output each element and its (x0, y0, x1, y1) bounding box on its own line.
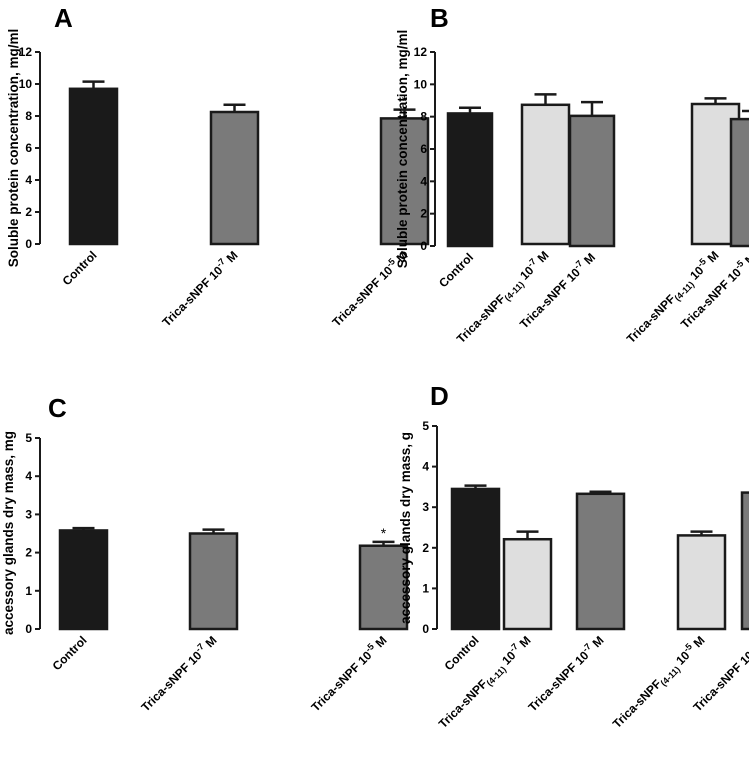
bar (676, 534, 727, 631)
panel-a: A Soluble protein concentration, mg/ml 0… (6, 3, 741, 346)
y-tick-label: 8 (420, 110, 427, 124)
y-tick-label: 0 (420, 239, 427, 253)
bar (446, 112, 494, 248)
bar (358, 544, 409, 631)
x-tick-label: Trica-sNPF 10-7 M (158, 247, 241, 330)
y-tick-label: 12 (19, 45, 33, 59)
bar (379, 117, 430, 246)
y-tick-label: 1 (25, 584, 32, 598)
x-tick-label: Trica-sNPF 10-5 M (307, 632, 390, 715)
bar (729, 117, 749, 248)
y-tick-label: 4 (25, 173, 32, 187)
panel-letter: A (54, 3, 73, 33)
y-tick-label: 4 (420, 174, 427, 188)
y-tick-label: 12 (414, 45, 428, 59)
bar (188, 532, 239, 631)
y-tick-label: 5 (25, 431, 32, 445)
x-tick-label: Trica-sNPF 10-7 M (524, 632, 607, 715)
y-tick-label: 2 (25, 546, 32, 560)
panel-letter: D (430, 381, 449, 411)
y-tick-label: 2 (420, 207, 427, 221)
y-tick-label: 6 (25, 141, 32, 155)
y-tick-label: 3 (422, 500, 429, 514)
y-axis-label: Soluble protein concentration, mg/ml (6, 29, 21, 268)
y-tick-label: 0 (25, 622, 32, 636)
x-tick-label: Control (436, 250, 476, 290)
y-tick-label: 4 (422, 460, 429, 474)
y-tick-label: 10 (19, 77, 33, 91)
y-tick-label: 6 (420, 142, 427, 156)
y-axis-label: accessory glands dry mass, g (398, 432, 413, 624)
bar (740, 491, 749, 631)
x-tick-label: Trica-sNPF(4-11) 10-5 M (608, 632, 709, 733)
x-tick-label: Trica-sNPF 10-7 M (137, 632, 220, 715)
y-tick-label: 10 (414, 77, 428, 91)
y-tick-label: 2 (25, 205, 32, 219)
x-tick-label: Control (50, 633, 90, 673)
x-tick-label: Trica-sNPF(4-11) 10-7 M (434, 632, 535, 733)
bar (450, 487, 501, 631)
y-tick-label: 0 (422, 622, 429, 636)
significance-marker: * (402, 93, 408, 109)
bar (58, 529, 109, 631)
y-axis-label: Soluble protein concentration, mg/ml (395, 30, 410, 269)
y-tick-label: 3 (25, 507, 32, 521)
y-tick-label: 0 (25, 237, 32, 251)
bar (575, 492, 626, 631)
bar (520, 103, 571, 246)
y-axis-label: accessory glands dry mass, mg (1, 431, 16, 635)
bar (502, 537, 553, 631)
bar (568, 114, 616, 248)
bar (68, 87, 119, 246)
panel-letter: B (430, 3, 449, 33)
significance-marker: * (381, 525, 387, 541)
y-tick-label: 5 (422, 419, 429, 433)
bar (209, 110, 260, 246)
panel-letter: C (48, 393, 67, 423)
y-tick-label: 8 (25, 109, 32, 123)
y-tick-label: 1 (422, 581, 429, 595)
x-tick-label: Control (60, 248, 100, 288)
y-tick-label: 2 (422, 541, 429, 555)
y-tick-label: 4 (25, 469, 32, 483)
x-tick-label: Control (442, 633, 482, 673)
